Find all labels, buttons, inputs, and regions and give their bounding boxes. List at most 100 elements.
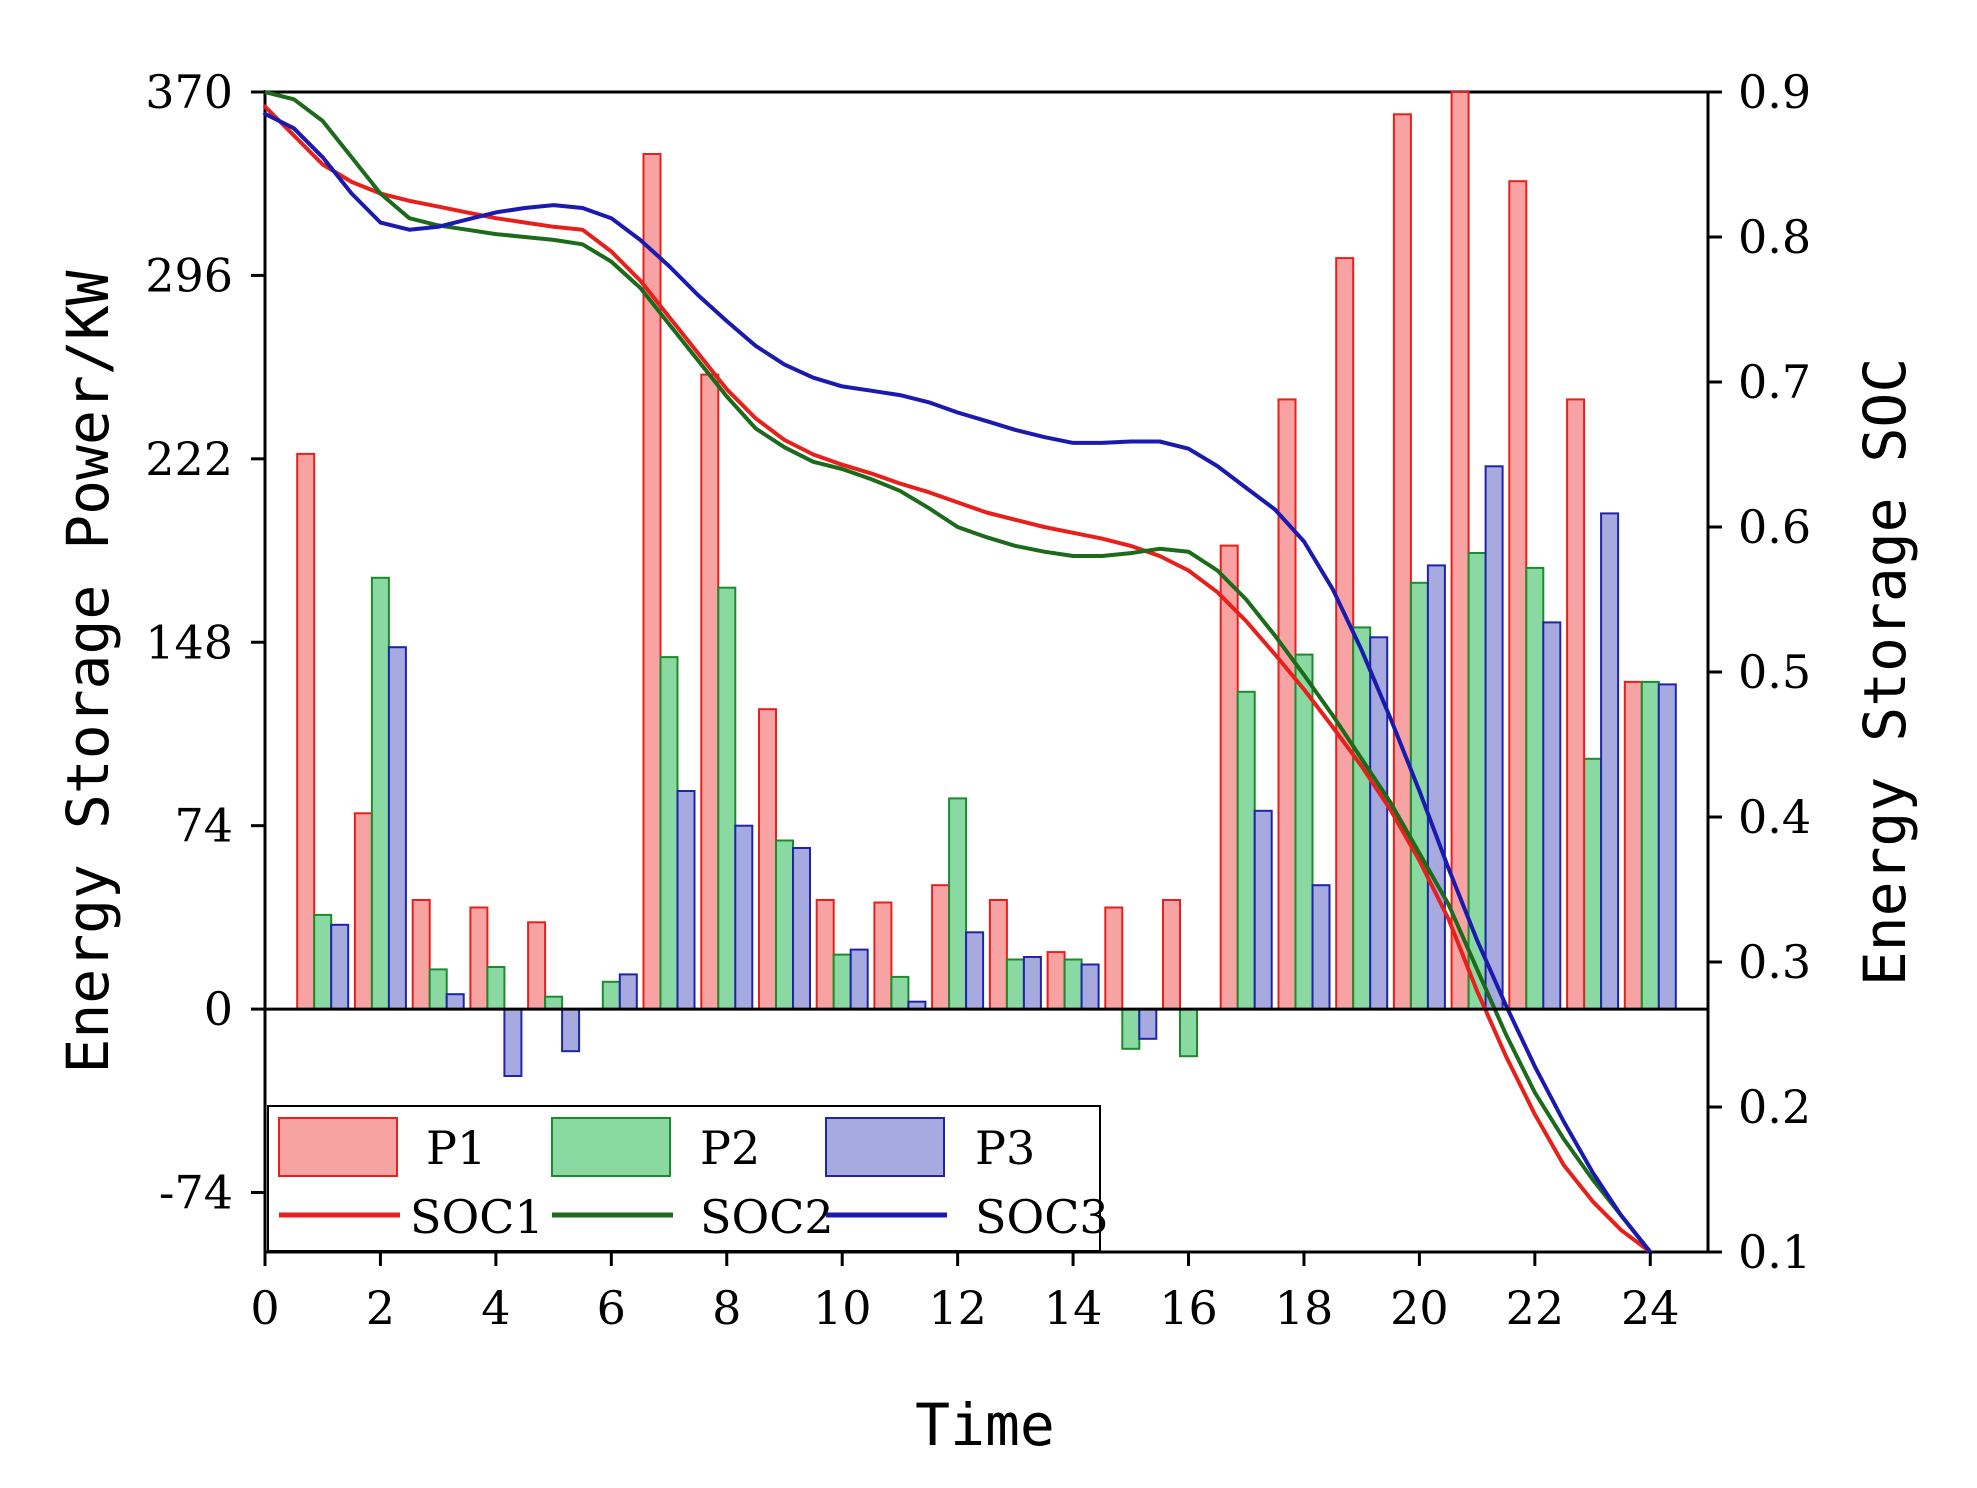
- bar-p3-hour-18: [1311, 884, 1331, 1011]
- bar-p3-hour-7: [676, 790, 696, 1011]
- y-axis-title: Energy Storage Power/KW: [54, 270, 122, 1073]
- y-tick-label: -74: [159, 1166, 233, 1220]
- bar-p2-hour-9: [775, 839, 794, 1010]
- x-tick-label: 8: [712, 1281, 741, 1335]
- x-tick-label: 18: [1275, 1281, 1334, 1335]
- y2-tick-label: 0.2: [1738, 1080, 1811, 1134]
- bar-p1-hour-23: [1566, 398, 1586, 1011]
- bar-p3-hour-17: [1253, 809, 1273, 1011]
- axis-ticks: 0 2 4 6 8 10 12 14 16 18 20 22 24-740741482222963700…: [145, 65, 1811, 1335]
- bar-p1-hour-11: [873, 901, 893, 1011]
- y-tick-label: 296: [145, 248, 233, 302]
- y2-tick-label: 0.4: [1738, 790, 1811, 844]
- y2-tick-label: 0.9: [1738, 65, 1811, 119]
- bar-p1-hour-24: [1623, 680, 1643, 1011]
- line-soc3: [263, 111, 1653, 1254]
- bar-p1-hour-1: [296, 452, 316, 1011]
- bar-p1-hour-16: [1162, 899, 1181, 1011]
- bar-p3-hour-21: [1484, 465, 1504, 1011]
- x-tick-label: 14: [1044, 1281, 1103, 1335]
- bar-p1-hour-21: [1450, 91, 1470, 1011]
- bar-p2-hour-22: [1525, 566, 1545, 1011]
- bar-p2-hour-4: [486, 966, 506, 1011]
- x-tick-label: 24: [1621, 1281, 1680, 1335]
- bar-p3-hour-24: [1657, 683, 1677, 1011]
- bar-p1-hour-10: [815, 899, 835, 1011]
- legend: P1 P2 P3 SOC1 SOC2 SOC3: [267, 1105, 1109, 1252]
- x-tick-label: 22: [1506, 1281, 1565, 1335]
- x-tick-label: 2: [366, 1281, 395, 1335]
- legend-label-p1: P1: [426, 1121, 486, 1175]
- bar-p2-hour-18: [1294, 653, 1314, 1010]
- bar-p2-hour-6: [601, 980, 621, 1011]
- legend-label-p2: P2: [700, 1121, 760, 1175]
- bar-p3-hour-20: [1426, 564, 1446, 1011]
- bar-p1-hour-19: [1335, 257, 1355, 1011]
- x-tick-label: 20: [1390, 1281, 1449, 1335]
- bar-p3-hour-12: [965, 931, 985, 1011]
- bar-p1-hour-4: [469, 906, 489, 1011]
- bar-p3-hour-2: [387, 646, 407, 1011]
- bar-p2-hour-16: [1179, 1008, 1198, 1058]
- bar-p2-hour-5: [544, 995, 564, 1011]
- bar-p2-hour-8: [717, 586, 737, 1011]
- y2-tick-label: 0.8: [1738, 210, 1811, 264]
- bar-p1-hour-15: [1104, 906, 1124, 1011]
- bar-p1-hour-3: [411, 899, 431, 1011]
- soc-line-layer: [263, 90, 1653, 1254]
- bar-p1-hour-14: [1046, 951, 1066, 1011]
- y2-tick-label: 0.7: [1738, 355, 1811, 409]
- bar-p3-hour-10: [849, 948, 869, 1011]
- bar-p3-hour-1: [330, 923, 350, 1011]
- bar-p1-hour-2: [353, 812, 373, 1011]
- bar-p3-hour-23: [1600, 512, 1620, 1011]
- bar-p3-hour-15: [1138, 1008, 1158, 1040]
- bar-p1-hour-5: [527, 921, 547, 1011]
- bar-p3-hour-3: [445, 993, 465, 1011]
- y2-axis-title: Energy Storage SOC: [1851, 358, 1919, 987]
- bar-p3-hour-4: [503, 1008, 523, 1077]
- y2-tick-label: 0.1: [1738, 1225, 1811, 1279]
- bar-p2-hour-24: [1640, 680, 1660, 1011]
- bar-p2-hour-11: [890, 975, 910, 1011]
- x-tick-label: 10: [813, 1281, 872, 1335]
- legend-label-soc2: SOC2: [700, 1190, 834, 1244]
- bar-p2-hour-13: [1005, 958, 1025, 1011]
- bar-p3-hour-6: [618, 973, 638, 1011]
- bar-p2-hour-1: [313, 913, 333, 1011]
- y-tick-label: 148: [145, 615, 233, 669]
- bar-p1-hour-8: [700, 373, 720, 1011]
- bar-p3-hour-14: [1080, 963, 1100, 1011]
- legend-label-soc3: SOC3: [975, 1190, 1109, 1244]
- y-tick-label: 0: [204, 982, 233, 1036]
- bar-p3-hour-9: [792, 847, 811, 1011]
- bar-p1-hour-17: [1219, 544, 1239, 1011]
- legend-swatch-p1: [278, 1117, 398, 1177]
- bar-p1-hour-22: [1508, 180, 1528, 1011]
- legend-label-soc1: SOC1: [410, 1190, 544, 1244]
- bar-p3-hour-22: [1542, 621, 1562, 1011]
- bar-p1-hour-9: [758, 708, 777, 1011]
- x-tick-label: 0: [250, 1281, 279, 1335]
- y2-tick-label: 0.6: [1738, 500, 1811, 554]
- y-tick-label: 222: [145, 432, 233, 486]
- x-tick-label: 16: [1159, 1281, 1218, 1335]
- bar-p1-hour-18: [1277, 398, 1297, 1011]
- line-soc2: [263, 90, 1653, 1254]
- bar-p1-hour-20: [1392, 113, 1412, 1011]
- y2-tick-label: 0.3: [1738, 935, 1811, 989]
- y-tick-label: 74: [174, 799, 233, 853]
- line-soc1: [263, 104, 1653, 1254]
- bar-p1-hour-7: [642, 153, 662, 1011]
- bar-p2-hour-15: [1121, 1008, 1141, 1050]
- legend-swatch-p2: [551, 1117, 671, 1177]
- y-tick-label: 370: [145, 65, 233, 119]
- bar-p2-hour-23: [1583, 757, 1603, 1011]
- bar-p2-hour-17: [1236, 690, 1256, 1011]
- y2-tick-label: 0.5: [1738, 645, 1811, 699]
- bar-p2-hour-12: [948, 797, 968, 1011]
- bar-p2-hour-19: [1352, 626, 1372, 1011]
- bar-p1-hour-12: [931, 884, 951, 1011]
- x-tick-label: 6: [597, 1281, 626, 1335]
